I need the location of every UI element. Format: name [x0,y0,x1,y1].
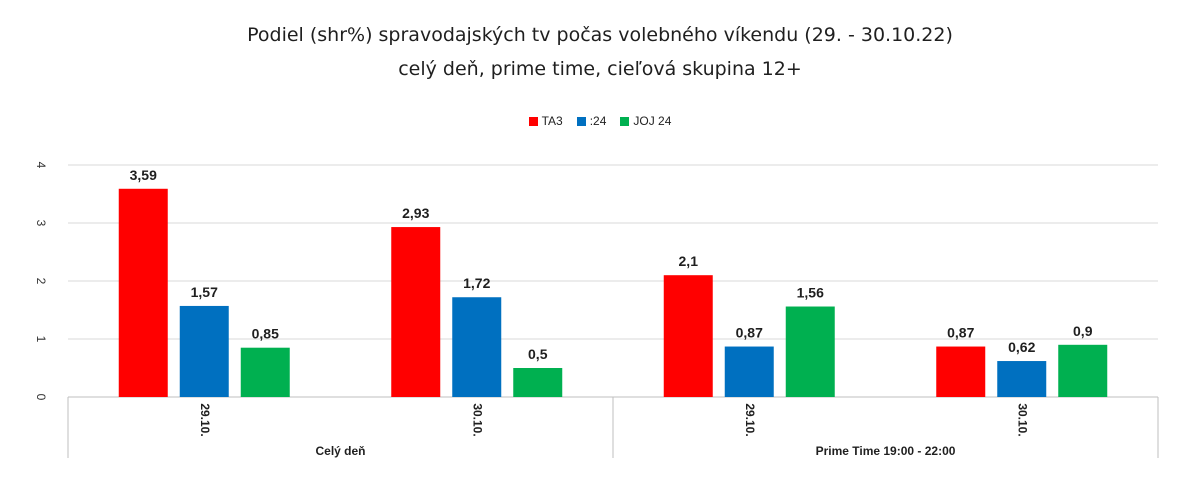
data-label-24-2: 0,87 [736,325,763,341]
bar-ta3-1 [391,227,441,397]
legend-label-ta3: TA3 [541,114,563,128]
bar-joj24-1 [513,368,563,397]
bar-joj24-2 [785,306,835,397]
data-label-24-0: 1,57 [191,284,218,300]
legend: TA3 :24 JOJ 24 [0,114,1200,128]
group-label-1: Prime Time 19:00 - 22:00 [816,444,956,458]
data-label-ta3-3: 0,87 [947,325,974,341]
bar-24-1 [452,297,502,397]
data-label-24-1: 1,72 [463,275,490,291]
data-label-joj24-3: 0,9 [1073,323,1093,339]
data-label-ta3-2: 2,1 [679,253,699,269]
data-label-joj24-2: 1,56 [797,285,824,301]
bar-ta3-2 [663,275,713,397]
bar-ta3-3 [936,346,986,397]
category-label-3: 30.10. [1016,403,1030,436]
legend-item-ta3: TA3 [528,114,563,128]
data-label-joj24-1: 0,5 [528,346,548,362]
y-tick-label-2: 2 [34,278,48,285]
data-label-joj24-0: 0,85 [252,326,279,342]
data-label-ta3-1: 2,93 [402,205,429,221]
legend-swatch-24 [576,116,586,126]
bar-24-2 [724,346,774,397]
bar-joj24-3 [1058,344,1108,397]
legend-swatch-ta3 [528,116,538,126]
category-label-1: 30.10. [471,403,485,436]
data-label-ta3-0: 3,59 [130,167,157,183]
y-tick-label-3: 3 [34,220,48,227]
legend-item-24: :24 [576,114,607,128]
legend-label-joj24: JOJ 24 [633,114,672,128]
legend-label-24: :24 [589,114,607,128]
category-label-2: 29.10. [743,403,757,436]
bar-joj24-0 [240,347,290,397]
y-tick-label-0: 0 [34,394,48,401]
bar-24-0 [179,305,229,397]
chart-title: Podiel (shr%) spravodajských tv počas vo… [247,24,953,46]
category-label-0: 29.10. [198,403,212,436]
chart-subtitle: celý deň, prime time, cieľová skupina 12… [398,58,802,80]
bar-ta3-0 [118,188,168,397]
y-tick-label-1: 1 [34,336,48,343]
bar-24-3 [997,361,1047,397]
y-tick-label-4: 4 [34,162,48,169]
group-label-0: Celý deň [315,444,365,458]
legend-swatch-joj24 [620,116,630,126]
data-label-24-3: 0,62 [1008,339,1035,355]
legend-item-joj24: JOJ 24 [620,114,671,128]
